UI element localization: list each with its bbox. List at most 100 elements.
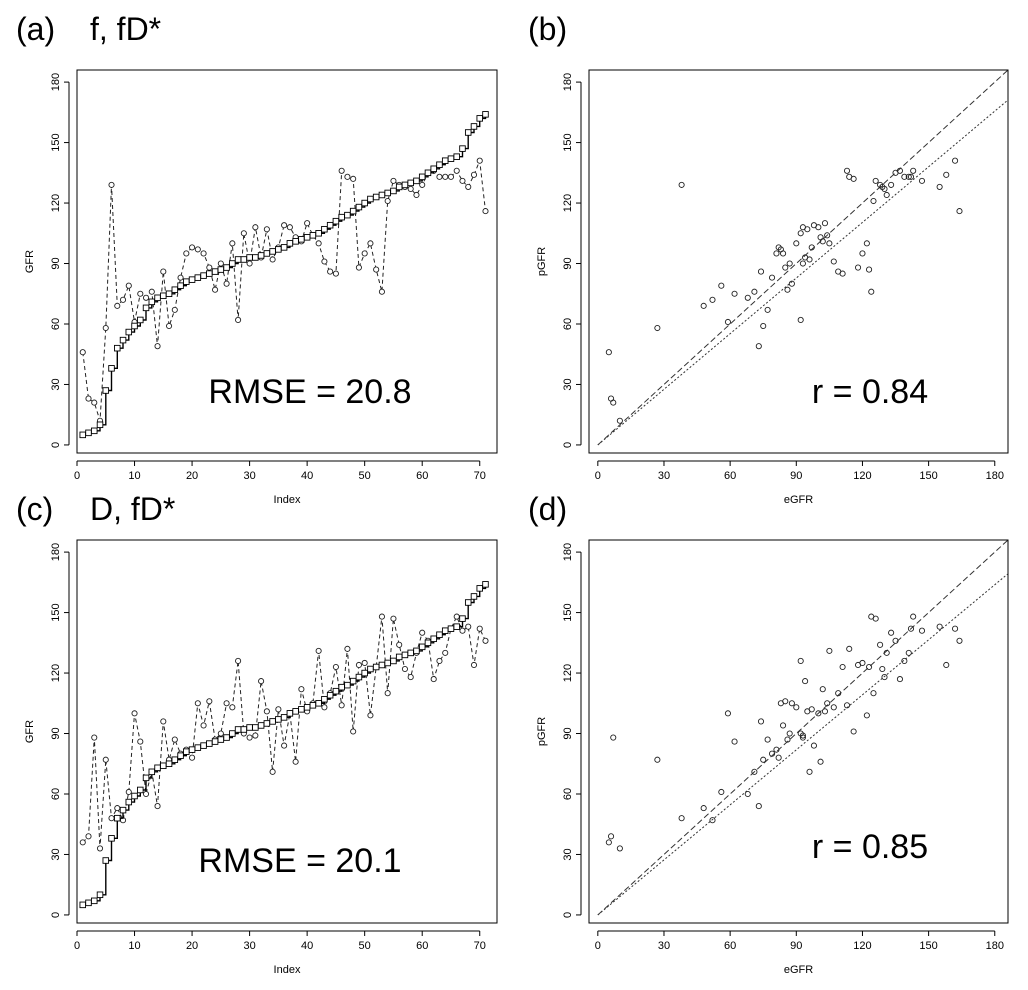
series-point-circle bbox=[396, 641, 403, 648]
chart-title: f, fD* bbox=[90, 11, 161, 47]
series-point-circle bbox=[91, 399, 98, 406]
scatter-point bbox=[724, 710, 731, 717]
stat-annotation: r = 0.85 bbox=[812, 828, 928, 866]
series-point-square bbox=[292, 708, 299, 715]
series-point-circle bbox=[436, 657, 443, 664]
series-point-square bbox=[171, 756, 179, 763]
scatter-point bbox=[768, 274, 776, 281]
scatter-point bbox=[907, 173, 915, 180]
scatter-point bbox=[797, 230, 804, 237]
reference-line-dashed bbox=[597, 70, 1008, 446]
y-tick-label: 30 bbox=[50, 378, 62, 390]
series-point-circle bbox=[258, 678, 265, 685]
scatter-point bbox=[819, 686, 826, 693]
scatter-point bbox=[936, 183, 943, 190]
series-point-circle bbox=[442, 649, 449, 656]
scatter-point bbox=[936, 623, 943, 630]
y-tick-label: 150 bbox=[50, 603, 62, 621]
series-point-square bbox=[79, 901, 87, 909]
series-point-circle bbox=[142, 790, 150, 798]
series-point-circle bbox=[229, 704, 236, 711]
series-point-square bbox=[137, 786, 144, 794]
scatter-point bbox=[709, 817, 716, 824]
scatter-point bbox=[817, 758, 824, 765]
series-point-circle bbox=[189, 754, 196, 761]
x-tick-label: 40 bbox=[301, 470, 313, 482]
y-tick-label: 150 bbox=[50, 133, 62, 151]
x-tick-label: 120 bbox=[853, 470, 871, 482]
series-point-circle bbox=[321, 704, 328, 711]
series-point-square bbox=[349, 207, 357, 215]
series-point-square bbox=[240, 256, 248, 263]
series-point-square bbox=[131, 322, 138, 330]
x-tick-label: 0 bbox=[595, 470, 601, 482]
series-point-square bbox=[131, 792, 138, 800]
panel-a: (a) f, fD* 0 10 20 30 40 50 60 70 Index 0 30 60 90 120 1… bbox=[16, 11, 498, 506]
x-tick-label: 20 bbox=[186, 470, 198, 482]
series-point-circle bbox=[361, 250, 368, 257]
plot-frame bbox=[588, 69, 1009, 454]
scatter-point bbox=[952, 157, 959, 164]
series-point-square bbox=[309, 702, 317, 709]
scatter-point bbox=[775, 754, 782, 761]
panel-b: (b) 0 30 60 90 120 150 180 eGFR 0 30 60 90 120 150 180 p… bbox=[528, 11, 1009, 506]
series-point-square bbox=[413, 647, 420, 655]
series-point-circle bbox=[206, 264, 213, 271]
scatter-point bbox=[616, 845, 623, 852]
series-point-square bbox=[361, 669, 368, 677]
series-point-square bbox=[217, 736, 225, 743]
series-point-square bbox=[326, 691, 334, 699]
scatter-point bbox=[888, 181, 895, 188]
x-tick-label: 0 bbox=[595, 940, 601, 952]
x-tick-label: 70 bbox=[474, 470, 486, 482]
scatter-point bbox=[901, 173, 908, 180]
series-point-square bbox=[119, 806, 127, 814]
series-point-square bbox=[326, 221, 334, 229]
series-point-circle bbox=[206, 698, 213, 705]
y-tick-label: 60 bbox=[562, 318, 574, 330]
stat-annotation: RMSE = 20.1 bbox=[198, 842, 401, 880]
scatter-point bbox=[799, 734, 806, 741]
scatter-point bbox=[700, 302, 707, 309]
series-point-square bbox=[165, 290, 173, 298]
scatter-point bbox=[799, 260, 806, 267]
series-point-square bbox=[413, 177, 420, 185]
scatter-point bbox=[608, 833, 615, 840]
scatter-point bbox=[788, 700, 795, 707]
series-point-square bbox=[315, 230, 322, 237]
series-point-circle bbox=[171, 736, 178, 743]
series-point-square bbox=[229, 730, 236, 737]
series-point-square bbox=[257, 722, 265, 729]
scatter-point bbox=[773, 746, 780, 753]
series-point-circle bbox=[217, 730, 224, 737]
scatter-point bbox=[866, 266, 873, 273]
series-point-square bbox=[436, 161, 443, 168]
scatter-point bbox=[839, 663, 846, 671]
y-tick-label: 180 bbox=[562, 543, 574, 561]
series-point-square bbox=[372, 663, 380, 671]
series-point-square bbox=[108, 365, 115, 372]
y-tick-label: 0 bbox=[562, 912, 574, 918]
x-tick-label: 30 bbox=[243, 940, 255, 952]
scatter-point bbox=[804, 226, 811, 233]
series-point-circle bbox=[131, 710, 138, 717]
series-line-step bbox=[82, 114, 487, 436]
scatter-point bbox=[910, 613, 917, 620]
series-point-circle bbox=[304, 220, 311, 227]
x-tick-label: 90 bbox=[790, 470, 802, 482]
series-point-square bbox=[361, 199, 368, 207]
series-point-circle bbox=[137, 738, 144, 745]
y-tick-label: 120 bbox=[562, 194, 574, 212]
series-point-square bbox=[430, 635, 437, 643]
x-tick-label: 150 bbox=[919, 470, 937, 482]
series-point-circle bbox=[292, 758, 299, 765]
series-point-square bbox=[171, 286, 179, 293]
series-point-circle bbox=[85, 395, 92, 402]
scatter-point bbox=[757, 718, 765, 725]
series-point-circle bbox=[327, 268, 334, 275]
series-point-square bbox=[177, 282, 184, 289]
regression-line-dotted bbox=[597, 99, 1008, 446]
series-point-circle bbox=[401, 665, 408, 673]
series-point-circle bbox=[263, 226, 270, 233]
